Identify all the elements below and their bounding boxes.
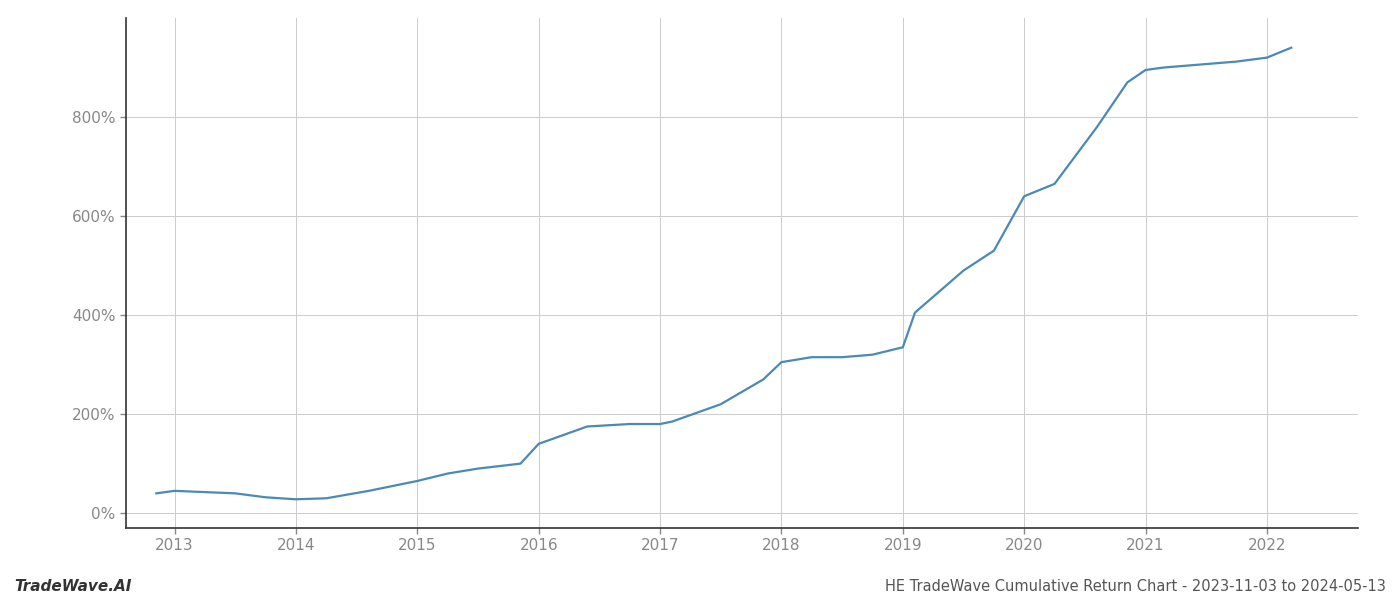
Text: HE TradeWave Cumulative Return Chart - 2023-11-03 to 2024-05-13: HE TradeWave Cumulative Return Chart - 2… [885, 579, 1386, 594]
Text: TradeWave.AI: TradeWave.AI [14, 579, 132, 594]
